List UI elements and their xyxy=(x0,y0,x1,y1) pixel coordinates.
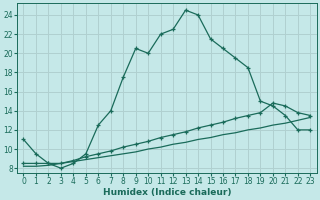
X-axis label: Humidex (Indice chaleur): Humidex (Indice chaleur) xyxy=(103,188,231,197)
